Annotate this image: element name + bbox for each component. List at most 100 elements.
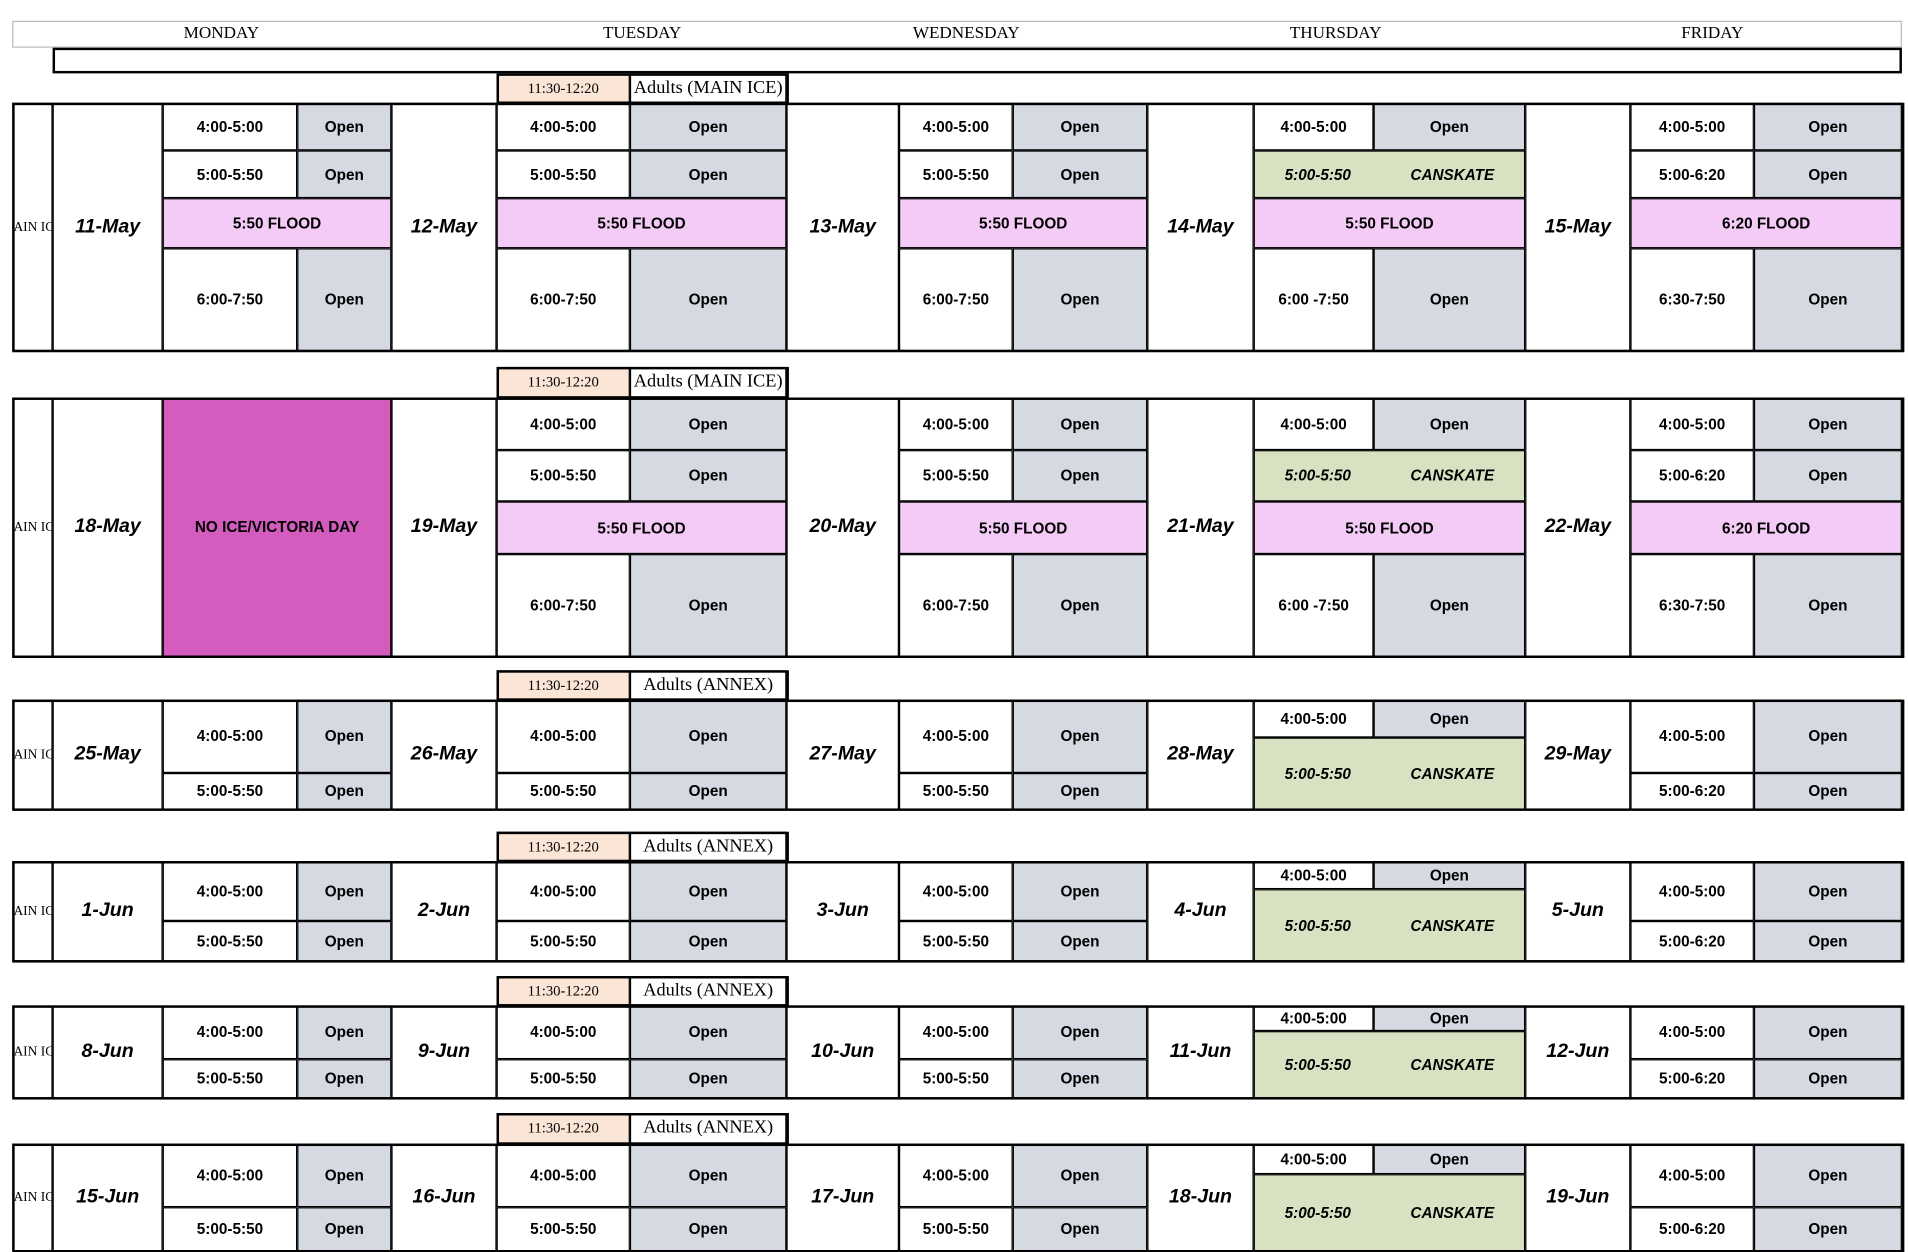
- slot-time: 5:00-5:50: [496, 772, 630, 810]
- slot-time: 5:00-5:50: [898, 1207, 1013, 1252]
- date-cell: 29-May: [1525, 699, 1631, 810]
- adults-label: Adults (MAIN ICE): [629, 73, 787, 103]
- date-cell: 26-May: [391, 699, 497, 810]
- slot-time: 5:00-5:50: [898, 150, 1013, 199]
- canskate-cell: 5:00-5:50 CANSKATE: [1253, 737, 1526, 810]
- slot-status: Open: [1012, 1059, 1148, 1099]
- slot-time: 6:30-7:50: [1630, 554, 1754, 657]
- slot-status: Open: [1753, 397, 1902, 451]
- day-header: MONDAY: [183, 23, 260, 43]
- date-cell: 13-May: [786, 102, 899, 352]
- slot-time: 5:00-5:50: [162, 772, 298, 810]
- slot-status: Open: [1753, 920, 1902, 962]
- adults-time: 11:30-12:20: [496, 1113, 630, 1144]
- slot-time: 4:00-5:00: [162, 861, 298, 921]
- slot-status: Open: [297, 699, 392, 773]
- slot-time: 4:00-5:00: [496, 1143, 630, 1208]
- date-cell: 1-Jun: [52, 861, 163, 962]
- slot-time: 4:00-5:00: [162, 1005, 298, 1060]
- day-header: FRIDAY: [1681, 23, 1744, 43]
- slot-time: 4:00-5:00: [162, 1143, 298, 1208]
- slot-time: 4:00-5:00: [898, 1143, 1013, 1208]
- rink-label: AIN IC: [12, 699, 53, 810]
- slot-time: 4:00-5:00: [1253, 699, 1374, 738]
- header-row: [12, 20, 1902, 48]
- adults-time: 11:30-12:20: [496, 73, 630, 103]
- adults-time: 11:30-12:20: [496, 670, 630, 700]
- date-cell: 8-Jun: [52, 1005, 163, 1099]
- slot-time: 5:00-5:50: [496, 1059, 630, 1099]
- date-cell: 18-May: [52, 397, 163, 657]
- date-cell: 2-Jun: [391, 861, 497, 962]
- program-name: CANSKATE: [1410, 1204, 1495, 1222]
- slot-time: 4:00-5:00: [1630, 1143, 1754, 1208]
- slot-status: Open: [1012, 772, 1148, 810]
- day-header: TUESDAY: [602, 23, 682, 43]
- adults-label: Adults (ANNEX): [629, 1113, 787, 1144]
- slot-time: 6:00-7:50: [496, 248, 630, 352]
- slot-time: 6:00 -7:50: [1253, 554, 1374, 657]
- slot-time: 5:00-6:20: [1630, 1059, 1754, 1099]
- slot-status: Open: [629, 397, 787, 451]
- slot-time: 5:00-6:20: [1630, 920, 1754, 962]
- canskate-cell: 5:00-5:50 CANSKATE: [1253, 1174, 1526, 1252]
- slot-time: 5:00-5:50: [898, 450, 1013, 502]
- program-name: CANSKATE: [1410, 467, 1495, 485]
- flood-cell: 5:50 FLOOD: [1253, 501, 1526, 555]
- slot-status: Open: [1012, 150, 1148, 199]
- slot-status: Open: [629, 102, 787, 151]
- slot-time: 4:00-5:00: [898, 102, 1013, 151]
- slot-status: Open: [1012, 450, 1148, 502]
- slot-time: 4:00-5:00: [1630, 397, 1754, 451]
- program-name: CANSKATE: [1410, 916, 1495, 934]
- slot-time: 4:00-5:00: [1630, 102, 1754, 151]
- slot-time: 5:00-5:50: [1284, 1204, 1351, 1222]
- slot-status: Open: [1373, 248, 1526, 352]
- slot-time: 4:00-5:00: [496, 861, 630, 921]
- slot-status: Open: [1753, 248, 1902, 352]
- slot-time: 4:00-5:00: [898, 861, 1013, 921]
- date-cell: 9-Jun: [391, 1005, 497, 1099]
- slot-status: Open: [629, 450, 787, 502]
- slot-time: 6:00-7:50: [898, 554, 1013, 657]
- slot-status: Open: [629, 920, 787, 962]
- slot-time: 5:00-5:50: [1284, 165, 1351, 183]
- slot-time: 4:00-5:00: [1630, 861, 1754, 921]
- adults-time: 11:30-12:20: [496, 366, 630, 398]
- slot-time: 6:00-7:50: [898, 248, 1013, 352]
- slot-status: Open: [1012, 102, 1148, 151]
- slot-status: Open: [1753, 1207, 1902, 1252]
- date-cell: 25-May: [52, 699, 163, 810]
- slot-status: Open: [1373, 1005, 1526, 1032]
- slot-status: Open: [1012, 397, 1148, 451]
- flood-cell: 5:50 FLOOD: [496, 501, 787, 555]
- slot-status: Open: [297, 861, 392, 921]
- adults-time: 11:30-12:20: [496, 976, 630, 1006]
- slot-status: Open: [629, 1207, 787, 1252]
- slot-status: Open: [1012, 699, 1148, 773]
- slot-status: Open: [1753, 450, 1902, 502]
- rink-label: AIN IC: [12, 397, 53, 657]
- slot-time: 5:00-5:50: [1284, 467, 1351, 485]
- date-cell: 15-May: [1525, 102, 1631, 352]
- closed-cell: NO ICE/VICTORIA DAY: [162, 397, 392, 657]
- canskate-cell: 5:00-5:50 CANSKATE: [1253, 150, 1526, 199]
- slot-status: Open: [1012, 1143, 1148, 1208]
- date-cell: 11-May: [52, 102, 163, 352]
- slot-time: 5:00-5:50: [1284, 765, 1351, 783]
- slot-status: Open: [1373, 102, 1526, 151]
- flood-cell: 5:50 FLOOD: [1253, 198, 1526, 249]
- rink-label: AIN IC: [12, 102, 53, 352]
- slot-time: 4:00-5:00: [1253, 1005, 1374, 1032]
- rink-label: AIN IC: [12, 1005, 53, 1099]
- slot-time: 4:00-5:00: [1253, 102, 1374, 151]
- date-cell: 18-Jun: [1147, 1143, 1254, 1252]
- slot-status: Open: [1012, 1005, 1148, 1060]
- slot-status: Open: [1373, 861, 1526, 890]
- slot-time: 5:00-5:50: [496, 150, 630, 199]
- date-cell: 19-Jun: [1525, 1143, 1631, 1252]
- slot-status: Open: [629, 861, 787, 921]
- adults-label: Adults (ANNEX): [629, 831, 787, 862]
- program-name: CANSKATE: [1410, 165, 1495, 183]
